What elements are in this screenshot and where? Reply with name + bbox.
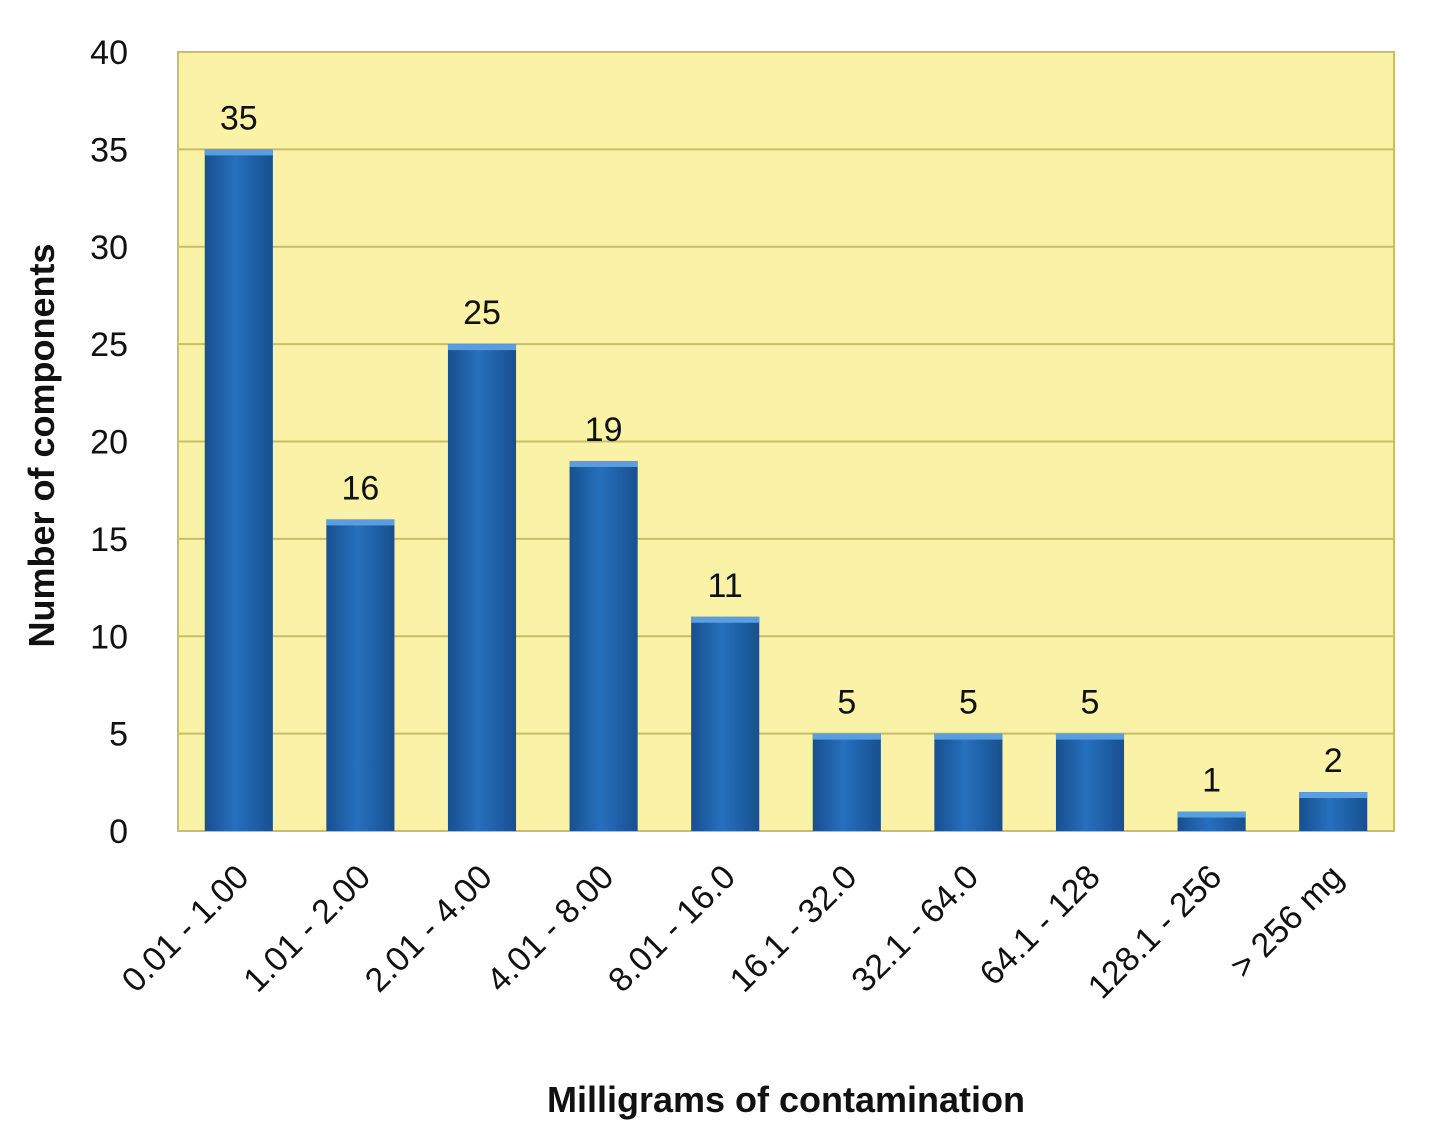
y-tick-label: 30 (90, 229, 128, 267)
bar-top-highlight (1055, 733, 1125, 740)
bar (1055, 733, 1125, 831)
y-tick-label: 15 (90, 521, 128, 559)
x-axis-ticks: 0.01 - 1.001.01 - 2.002.01 - 4.004.01 - … (115, 858, 1351, 1007)
x-tick-label: 2.01 - 4.00 (358, 858, 500, 1000)
bar-top-highlight (1299, 792, 1368, 799)
data-label: 5 (959, 684, 978, 722)
bar (812, 733, 881, 831)
x-tick-label: 0.01 - 1.00 (115, 858, 257, 1000)
bar-top-highlight (812, 733, 881, 740)
data-label: 19 (585, 411, 623, 449)
y-tick-label: 5 (109, 716, 128, 754)
y-tick-label: 40 (90, 34, 128, 72)
bar-top-highlight (326, 519, 395, 526)
bar-top-highlight (204, 149, 273, 156)
y-axis-title: Number of components (21, 243, 62, 647)
x-tick-label: 4.01 - 8.00 (479, 858, 621, 1000)
y-axis-ticks: 0 5 10 15 20 25 30 35 40 (90, 34, 128, 851)
y-tick-label: 0 (109, 813, 128, 851)
bar (569, 460, 638, 831)
data-label: 5 (837, 684, 856, 722)
x-tick-label: > 256 mg (1223, 858, 1351, 986)
bar (204, 149, 273, 831)
x-tick-label: 32.1 - 64.0 (844, 858, 986, 1000)
data-label: 2 (1324, 742, 1343, 780)
bar-top-highlight (934, 733, 1003, 740)
y-tick-label: 10 (90, 618, 128, 656)
data-label: 25 (463, 294, 501, 332)
data-label: 5 (1081, 684, 1100, 722)
x-tick-label: 1.01 - 2.00 (236, 858, 378, 1000)
bar-top-highlight (447, 344, 517, 351)
data-label: 16 (341, 469, 379, 507)
x-tick-label: 8.01 - 16.0 (601, 858, 743, 1000)
bar (691, 616, 760, 831)
bar (1299, 792, 1368, 831)
data-label: 11 (708, 567, 743, 605)
data-label: 1 (1202, 762, 1221, 800)
bar-top-highlight (691, 616, 760, 623)
x-tick-label: 16.1 - 32.0 (723, 858, 865, 1000)
x-axis-title: Milligrams of contamination (547, 1079, 1025, 1120)
data-label: 35 (220, 99, 258, 137)
y-tick-label: 20 (90, 424, 128, 462)
y-tick-label: 35 (90, 131, 128, 169)
bar (447, 344, 517, 831)
bar (934, 733, 1003, 831)
y-tick-label: 25 (90, 326, 128, 364)
bar-series: 35 16 25 19 11 5 5 5 1 2 (204, 99, 1368, 831)
bar-top-highlight (569, 460, 638, 467)
bar (326, 519, 395, 831)
bar-top-highlight (1177, 811, 1246, 818)
